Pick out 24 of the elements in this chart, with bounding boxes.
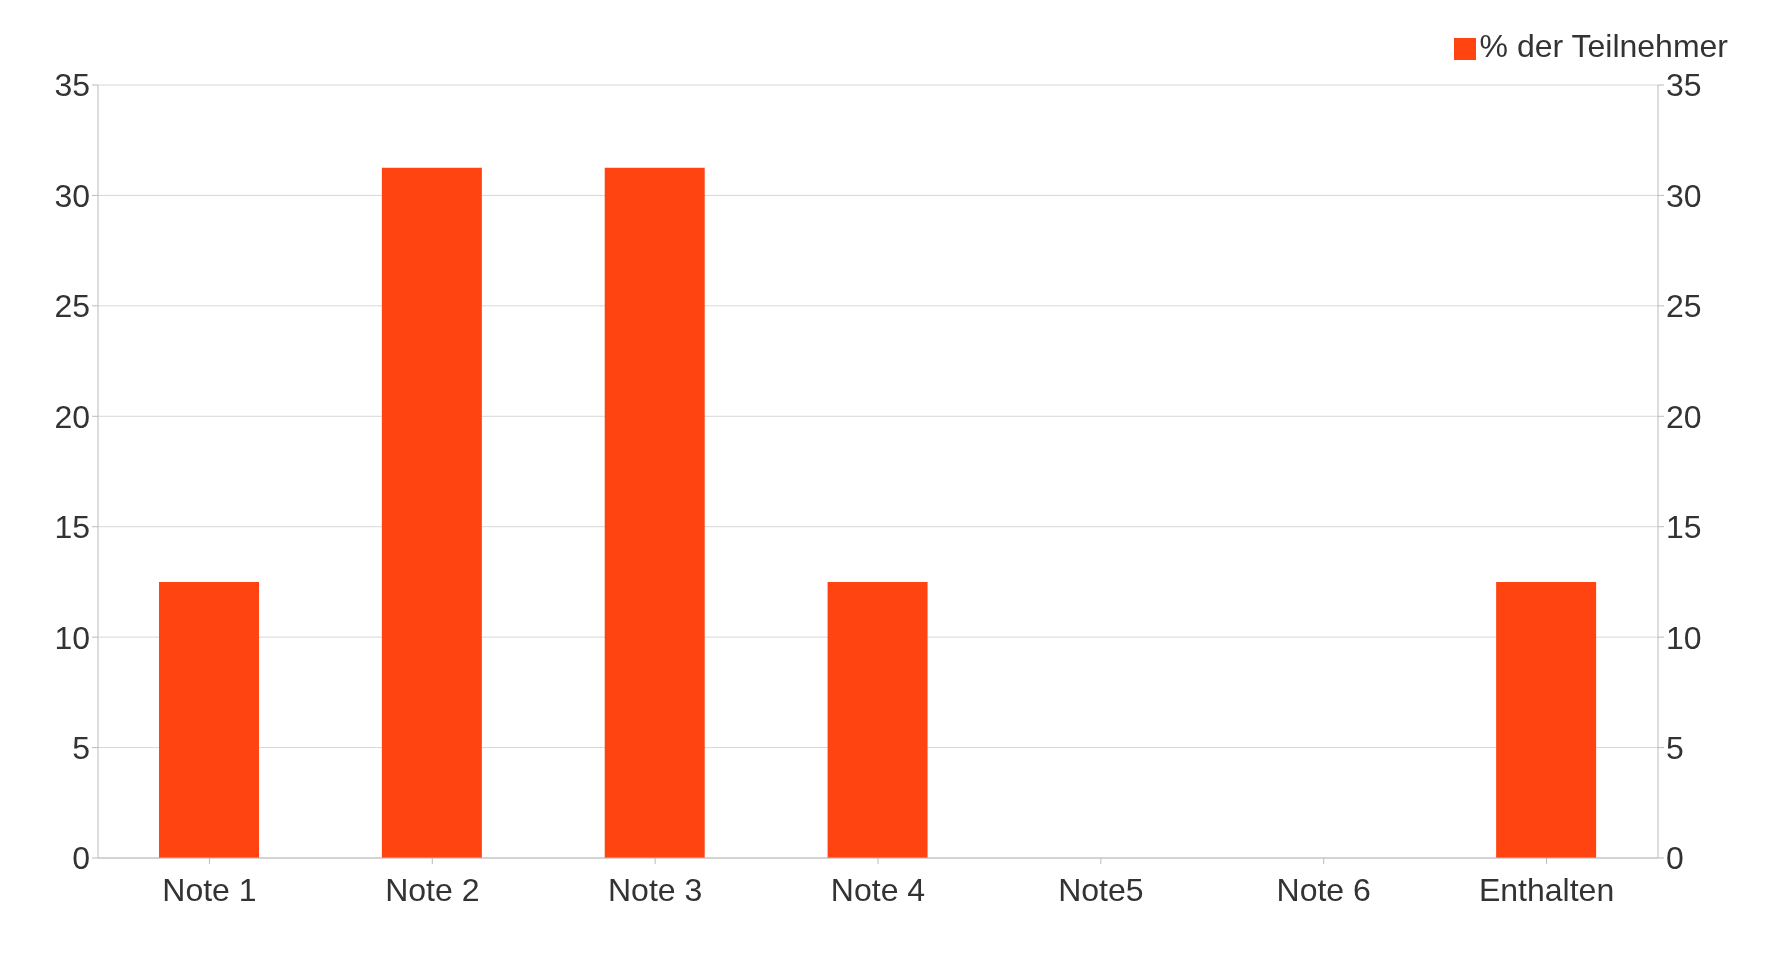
y2-tick-label: 35 [1666, 67, 1702, 104]
x-tick-label: Note 4 [830, 871, 926, 908]
y2-tick-label: 0 [1666, 840, 1684, 877]
x-tick-label: Note 6 [1276, 871, 1371, 908]
y-tick-label: 10 [54, 619, 90, 656]
y-tick-label: 5 [72, 729, 90, 766]
y-tick-label: 35 [54, 67, 90, 104]
y2-tick-label: 10 [1666, 619, 1702, 656]
y2-tick-label: 25 [1666, 288, 1702, 325]
y2-tick-label: 15 [1666, 509, 1702, 546]
x-tick-label: Note5 [1058, 871, 1144, 908]
legend-label: % der Teilnehmer [1479, 28, 1728, 64]
x-tick-label: Enthalten [1478, 871, 1615, 908]
y-tick-label: 25 [54, 288, 90, 325]
x-tick-label: Note 2 [385, 871, 480, 908]
x-tick-label: Note 3 [608, 871, 703, 908]
y-tick-label: 0 [72, 840, 90, 877]
y-tick-label: 15 [54, 509, 90, 546]
y2-tick-label: 30 [1666, 177, 1702, 214]
y-tick-label: 30 [54, 177, 90, 214]
y2-tick-label: 5 [1666, 729, 1684, 766]
x-tick-label: Note 1 [162, 871, 257, 908]
y2-tick-label: 20 [1666, 398, 1702, 435]
y-tick-label: 20 [54, 398, 90, 435]
